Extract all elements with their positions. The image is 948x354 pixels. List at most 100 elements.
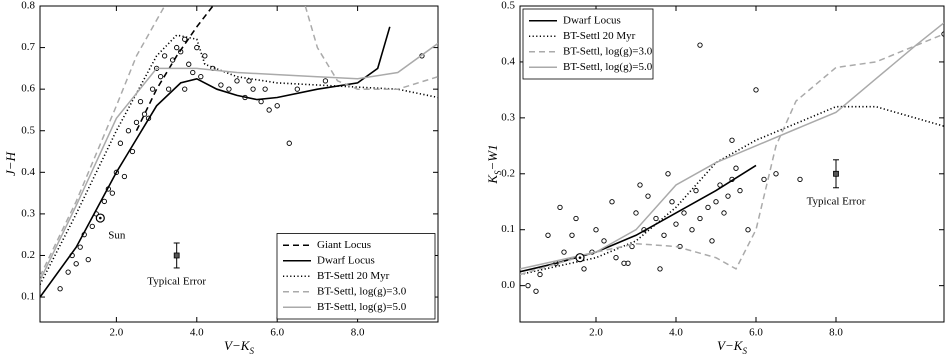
x-tick-label: 6.0 — [749, 327, 763, 339]
data-point — [613, 255, 619, 261]
data-point — [561, 249, 567, 255]
data-point — [186, 61, 192, 67]
data-point — [165, 86, 172, 92]
data-point — [721, 210, 727, 216]
data-point — [157, 74, 164, 80]
data-point — [149, 86, 156, 92]
axis-label-part: S — [249, 346, 254, 354]
legend-label: Dwarf Locus — [563, 14, 621, 26]
data-point — [569, 232, 575, 238]
data-point — [633, 210, 639, 216]
data-point — [262, 86, 268, 92]
axis-label-part: S — [742, 346, 747, 354]
data-point — [689, 227, 695, 233]
data-point — [681, 210, 687, 216]
data-point — [697, 215, 703, 222]
data-point — [665, 171, 671, 177]
model-line — [520, 22, 944, 270]
y-tick-label: 0.3 — [501, 111, 515, 123]
x-tick-label: 6.0 — [270, 327, 284, 339]
y-tick-label: 0.2 — [501, 167, 515, 179]
panel: 2.0 4.0 6.0 8.00.10.20.30.40.50.60.70.8V−KS… — [3, 0, 439, 354]
data-point — [125, 128, 132, 134]
data-point — [637, 182, 643, 188]
x-tick-label: 4.0 — [190, 327, 204, 339]
axis-label-part: J−H — [3, 151, 18, 176]
data-point — [545, 232, 551, 238]
data-point — [581, 266, 587, 272]
data-point — [113, 169, 120, 175]
data-point — [797, 176, 803, 183]
data-point — [657, 266, 663, 272]
error-label: Typical Error — [807, 195, 866, 207]
x-tick-label: 8.0 — [829, 327, 843, 339]
data-point — [182, 86, 188, 92]
data-point — [653, 215, 659, 222]
axis-label-part: S — [493, 170, 503, 175]
data-point — [537, 271, 543, 278]
y-tick-label: 0.6 — [21, 83, 35, 95]
data-point — [705, 204, 711, 210]
x-tick-label: 4.0 — [669, 327, 683, 339]
sun-dot — [578, 256, 582, 259]
error-marker — [833, 170, 839, 177]
data-point — [182, 36, 188, 42]
legend-label: BT-Settl, log(g)=3.0 — [317, 285, 407, 297]
y-tick-label: 0.4 — [21, 166, 35, 178]
sun-label: Sun — [108, 230, 126, 242]
data-point — [141, 111, 148, 117]
axis-label-part: V−K — [717, 338, 744, 353]
model-line — [40, 42, 438, 281]
data-point — [713, 199, 719, 205]
data-point — [202, 53, 208, 59]
data-point — [593, 227, 599, 233]
data-point — [117, 140, 124, 146]
data-point — [533, 288, 539, 294]
x-tick-label: 2.0 — [110, 327, 124, 339]
legend-box — [276, 233, 436, 320]
data-point — [286, 140, 292, 146]
y-tick-label: 0.7 — [21, 41, 35, 53]
data-point — [137, 98, 144, 105]
data-point — [737, 187, 743, 194]
plot-frame — [519, 5, 945, 323]
legend-label: Giant Locus — [317, 239, 371, 251]
axis-label-part: −W1 — [485, 144, 500, 170]
data-point — [65, 269, 71, 275]
plot-area — [40, 6, 438, 298]
data-point — [725, 193, 731, 199]
data-point — [669, 199, 675, 205]
data-point — [246, 78, 252, 84]
model-line — [40, 34, 438, 285]
legend-label: BT-Settl 20 Myr — [317, 270, 390, 282]
data-point — [773, 171, 779, 177]
plot-area — [520, 22, 944, 294]
data-point — [661, 232, 667, 238]
data-point — [693, 187, 699, 194]
data-point — [645, 193, 651, 199]
data-point — [525, 282, 531, 289]
data-point — [218, 82, 224, 88]
y-tick-label: 0.5 — [21, 124, 35, 136]
data-point — [85, 256, 91, 263]
x-axis-label: V−KS — [717, 338, 747, 354]
data-point — [190, 69, 196, 76]
model-line — [40, 6, 438, 277]
legend-label: BT-Settl, log(g)=5.0 — [563, 61, 653, 73]
y-tick-label: 0.5 — [501, 0, 515, 12]
data-point — [194, 44, 200, 51]
data-point — [625, 260, 631, 266]
data-point — [57, 286, 63, 292]
data-point — [89, 223, 95, 230]
y-tick-label: 0.0 — [501, 279, 515, 291]
y-tick-label: 0.2 — [21, 249, 35, 261]
model-line — [40, 26, 391, 298]
model-line — [520, 164, 757, 273]
data-point — [226, 86, 232, 92]
legend-label: BT-Settl 20 Myr — [563, 30, 636, 42]
y-tick-label: 0.1 — [501, 223, 515, 235]
data-point — [601, 238, 607, 244]
legend-label: Dwarf Locus — [317, 254, 375, 266]
plot-frame — [39, 5, 439, 323]
